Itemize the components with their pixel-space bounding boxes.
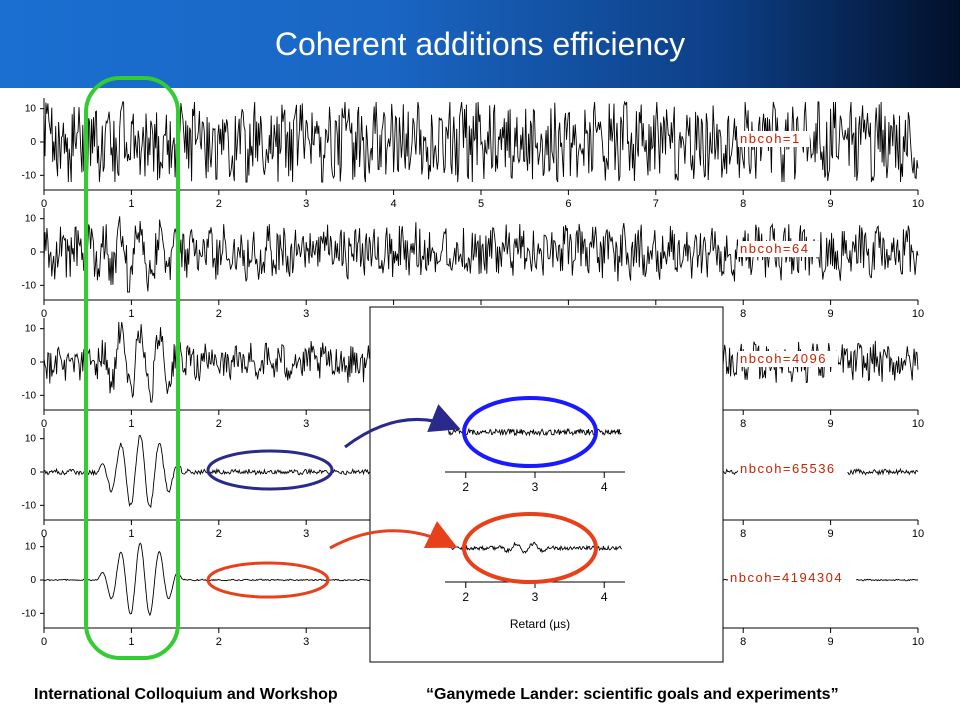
inset-red-ellipse (462, 512, 598, 584)
series-label: nbcoh=4096 (740, 351, 827, 366)
x-tick-label: 3 (303, 636, 309, 648)
x-tick-label: 0 (41, 308, 47, 320)
title-bar (0, 0, 960, 88)
x-tick-label: 7 (653, 198, 659, 210)
y-tick-label: -10 (22, 280, 37, 291)
x-tick-label: 10 (912, 418, 924, 430)
x-tick-label: 10 (912, 198, 924, 210)
x-tick-label: 9 (828, 418, 834, 430)
slide-title: Coherent additions efficiency (274, 26, 686, 62)
y-tick-label: 10 (25, 434, 37, 445)
inset-x-tick-label: 4 (601, 480, 608, 494)
inset-x-tick-label: 2 (462, 480, 469, 494)
x-tick-label: 2 (216, 308, 222, 320)
x-tick-label: 4 (391, 198, 397, 210)
series-line (43, 100, 919, 183)
x-tick-label: 1 (128, 636, 134, 648)
y-tick-label: -10 (22, 390, 37, 401)
series-label: nbcoh=4194304 (730, 570, 843, 585)
inset-axis-1: 2 3 4 (445, 471, 625, 494)
x-tick-label: 3 (303, 198, 309, 210)
series-line (43, 216, 919, 293)
inset-series-line (448, 427, 622, 437)
inset-series-line (448, 541, 622, 554)
x-tick-label: 10 (912, 636, 924, 648)
x-tick-label: 10 (912, 528, 924, 540)
series-label: nbcoh=65536 (740, 461, 836, 476)
x-tick-label: 3 (303, 418, 309, 430)
x-tick-label: 8 (740, 198, 746, 210)
inset-figure: 2 3 4 2 3 4 Retard (µs) (369, 306, 724, 663)
x-tick-label: 10 (912, 308, 924, 320)
label-background (728, 570, 857, 586)
y-tick-label: 0 (30, 137, 36, 148)
x-tick-label: 1 (128, 528, 134, 540)
series-label: nbcoh=64 (740, 241, 809, 256)
red-highlight-ellipse (206, 561, 330, 599)
y-tick-label: -10 (22, 170, 37, 181)
x-tick-label: 8 (740, 636, 746, 648)
x-tick-label: 2 (216, 636, 222, 648)
footer-left: International Colloquium and Workshop (34, 686, 338, 703)
y-tick-label: 10 (25, 214, 37, 225)
x-tick-label: 9 (828, 528, 834, 540)
annotation-overlays (84, 76, 461, 660)
x-tick-label: 0 (41, 636, 47, 648)
inset-x-tick-label: 3 (532, 590, 539, 604)
x-tick-label: 3 (303, 528, 309, 540)
navy-highlight-ellipse (206, 449, 334, 491)
panel-1: 10 0 -10 0 1 2 3 4 5 6 7 8 9 10 nbcoh=1 (22, 98, 924, 210)
inset-blue-ellipse (462, 396, 598, 468)
x-tick-label: 1 (128, 308, 134, 320)
blue-arrow (344, 404, 461, 449)
green-highlight-ellipse (84, 76, 180, 660)
x-tick-label: 1 (128, 198, 134, 210)
x-tick-label: 9 (828, 198, 834, 210)
y-tick-label: 10 (25, 324, 37, 335)
label-background (738, 351, 838, 367)
y-tick-label: 0 (30, 247, 36, 258)
x-tick-label: 2 (216, 198, 222, 210)
x-tick-label: 8 (740, 528, 746, 540)
inset-x-tick-label: 2 (462, 590, 469, 604)
inset-x-tick-label: 3 (532, 480, 539, 494)
x-tick-label: 1 (128, 418, 134, 430)
x-tick-label: 5 (478, 198, 484, 210)
x-tick-label: 0 (41, 198, 47, 210)
x-tick-label: 0 (41, 418, 47, 430)
x-tick-label: 2 (216, 528, 222, 540)
series-label: nbcoh=1 (740, 131, 801, 146)
x-tick-label: 2 (216, 418, 222, 430)
y-tick-label: 10 (25, 542, 37, 553)
inset-x-tick-label: 4 (601, 590, 608, 604)
x-tick-label: 9 (828, 308, 834, 320)
x-tick-label: 0 (41, 528, 47, 540)
x-tick-label: 8 (740, 418, 746, 430)
y-tick-label: -10 (22, 500, 37, 511)
x-tick-label: 8 (740, 308, 746, 320)
inset-x-axis-label: Retard (µs) (510, 617, 570, 631)
footer-right: “Ganymede Lander: scientific goals and e… (426, 686, 839, 703)
y-tick-label: 0 (30, 357, 36, 368)
label-background (738, 461, 848, 477)
y-tick-label: 10 (25, 104, 37, 115)
inset-frame (369, 306, 724, 663)
label-background (738, 241, 820, 257)
red-arrow (329, 521, 458, 550)
y-tick-label: 0 (30, 575, 36, 586)
label-background (738, 131, 810, 147)
x-tick-label: 9 (828, 636, 834, 648)
y-tick-label: -10 (22, 608, 37, 619)
y-tick-label: 0 (30, 467, 36, 478)
x-tick-label: 6 (565, 198, 571, 210)
x-tick-label: 3 (303, 308, 309, 320)
